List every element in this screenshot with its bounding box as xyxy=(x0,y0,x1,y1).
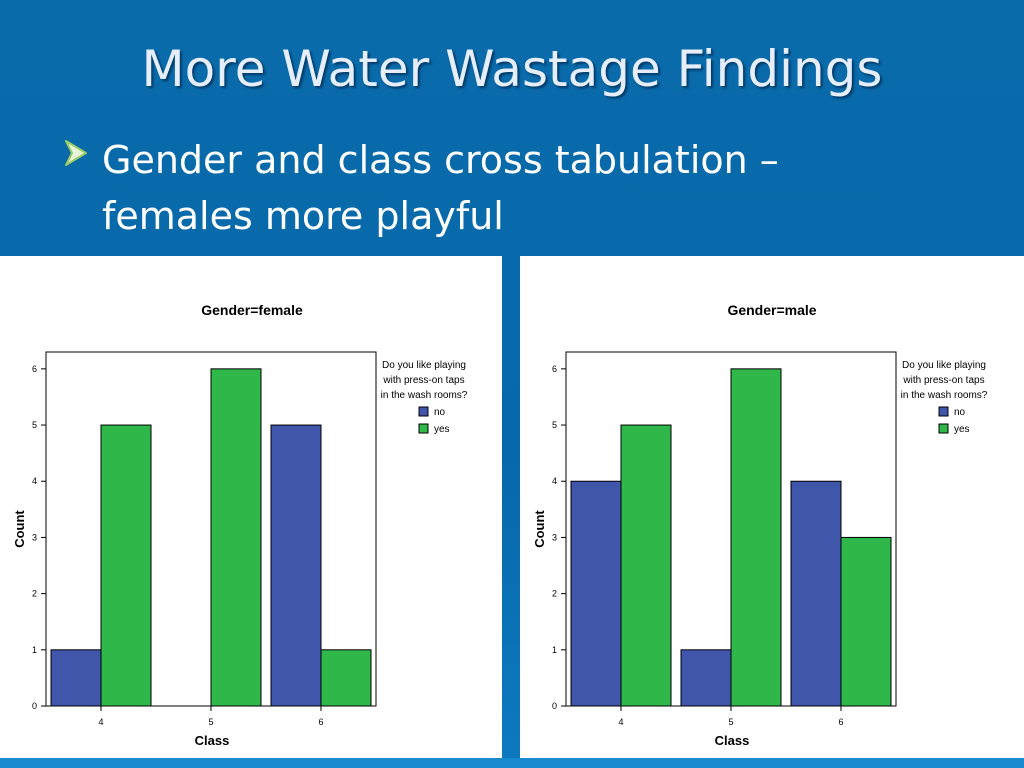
chart-title: Gender=male xyxy=(727,302,816,318)
x-tick-label: 5 xyxy=(208,717,213,727)
chart-panel-female: Gender=female 0 1 2 3 4 5 6 4 5 6 Class Count Do you … xyxy=(0,256,502,760)
legend-title-line: in the wash rooms? xyxy=(381,390,468,401)
x-axis-label: Class xyxy=(195,733,230,748)
x-tick-label: 5 xyxy=(728,717,733,727)
legend-label-yes: yes xyxy=(434,424,450,435)
bar-chart-male: Gender=male 0 1 2 3 4 5 6 4 5 6 Class Count Do you li… xyxy=(532,302,988,748)
x-tick-label: 6 xyxy=(838,717,843,727)
bar-yes xyxy=(100,424,152,707)
y-tick-label: 5 xyxy=(32,420,37,430)
chart-title: Gender=female xyxy=(201,302,303,318)
y-tick-label: 5 xyxy=(552,420,557,430)
y-tick-label: 2 xyxy=(32,589,37,599)
y-tick-label: 0 xyxy=(552,701,557,711)
chart-panel-male: Gender=male 0 1 2 3 4 5 6 4 5 6 Class Count Do you li… xyxy=(520,256,1024,760)
bar-no xyxy=(680,649,732,707)
bar-yes xyxy=(840,536,892,707)
bullet-line-1: Gender and class cross tabulation – xyxy=(102,138,779,182)
legend-swatch-yes xyxy=(938,423,949,434)
bar-no xyxy=(570,480,622,707)
arrow-bullet-icon xyxy=(65,140,87,166)
y-tick-label: 6 xyxy=(552,364,557,374)
legend-title-line: Do you like playing xyxy=(382,360,466,371)
legend-swatch-no xyxy=(418,406,429,417)
y-tick-label: 2 xyxy=(552,589,557,599)
bar-no xyxy=(790,480,842,707)
slide-bottom-strip xyxy=(0,758,1024,768)
x-tick-label: 4 xyxy=(618,717,623,727)
x-tick-label: 6 xyxy=(318,717,323,727)
bullet-line-2: females more playful xyxy=(102,194,504,238)
bar-yes xyxy=(730,368,782,707)
bar-yes xyxy=(210,368,262,707)
bar-yes xyxy=(320,649,372,707)
y-axis-label: Count xyxy=(532,510,547,548)
slide-title: More Water Wastage Findings xyxy=(141,40,883,98)
legend-swatch-no xyxy=(938,406,949,417)
legend-title-line: with press-on taps xyxy=(902,375,984,386)
bar-no xyxy=(270,424,322,707)
bar-no xyxy=(50,649,102,707)
legend-title-line: Do you like playing xyxy=(902,360,986,371)
y-tick-label: 6 xyxy=(32,364,37,374)
bar-yes xyxy=(620,424,672,707)
legend-title-line: in the wash rooms? xyxy=(901,390,988,401)
y-tick-label: 1 xyxy=(32,645,37,655)
y-tick-label: 4 xyxy=(552,476,557,486)
y-axis-label: Count xyxy=(12,510,27,548)
y-tick-label: 1 xyxy=(552,645,557,655)
x-axis-label: Class xyxy=(715,733,750,748)
y-tick-label: 0 xyxy=(32,701,37,711)
x-tick-label: 4 xyxy=(98,717,103,727)
bar-chart-female: Gender=female 0 1 2 3 4 5 6 4 5 6 Class Count Do you … xyxy=(12,302,468,748)
legend-label-no: no xyxy=(434,407,446,418)
legend-title-line: with press-on taps xyxy=(382,375,464,386)
y-tick-label: 4 xyxy=(32,476,37,486)
legend-swatch-yes xyxy=(418,423,429,434)
y-tick-label: 3 xyxy=(32,532,37,542)
legend-label-yes: yes xyxy=(954,424,970,435)
bullet-text: Gender and class cross tabulation – fema… xyxy=(102,132,922,244)
y-tick-label: 3 xyxy=(552,532,557,542)
legend-label-no: no xyxy=(954,407,966,418)
